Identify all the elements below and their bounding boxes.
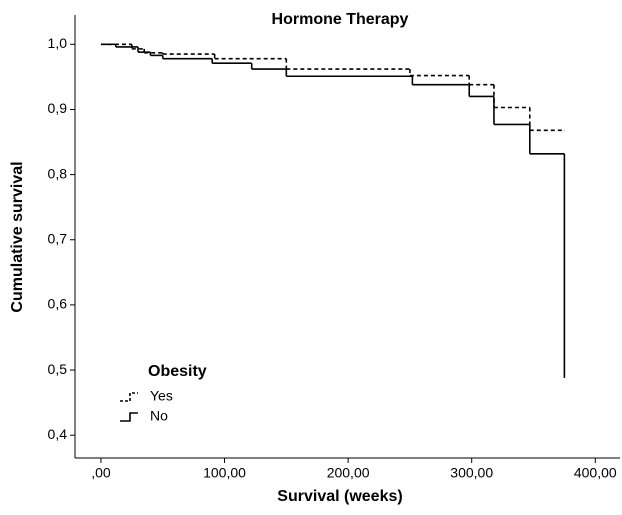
y-tick-label: 0,5 xyxy=(48,361,68,377)
x-tick-label: 300,00 xyxy=(450,465,493,481)
y-tick-label: 0,4 xyxy=(48,426,68,442)
legend-symbol xyxy=(120,412,138,422)
legend-label: No xyxy=(150,408,168,424)
y-tick-label: 1,0 xyxy=(48,35,68,51)
y-tick-label: 0,8 xyxy=(48,165,68,181)
chart-title: Hormone Therapy xyxy=(272,11,409,28)
y-axis-label: Cumulative survival xyxy=(9,161,26,312)
x-axis-label: Survival (weeks) xyxy=(277,488,402,505)
legend-label: Yes xyxy=(150,388,173,404)
x-tick-label: ,00 xyxy=(91,465,111,481)
x-tick-label: 100,00 xyxy=(203,465,246,481)
y-tick-label: 0,9 xyxy=(48,100,68,116)
x-tick-label: 400,00 xyxy=(574,465,617,481)
legend-title: Obesity xyxy=(148,363,207,380)
y-tick-label: 0,6 xyxy=(48,296,68,312)
legend-symbol xyxy=(120,392,138,402)
y-tick-label: 0,7 xyxy=(48,230,68,246)
x-tick-label: 200,00 xyxy=(327,465,370,481)
